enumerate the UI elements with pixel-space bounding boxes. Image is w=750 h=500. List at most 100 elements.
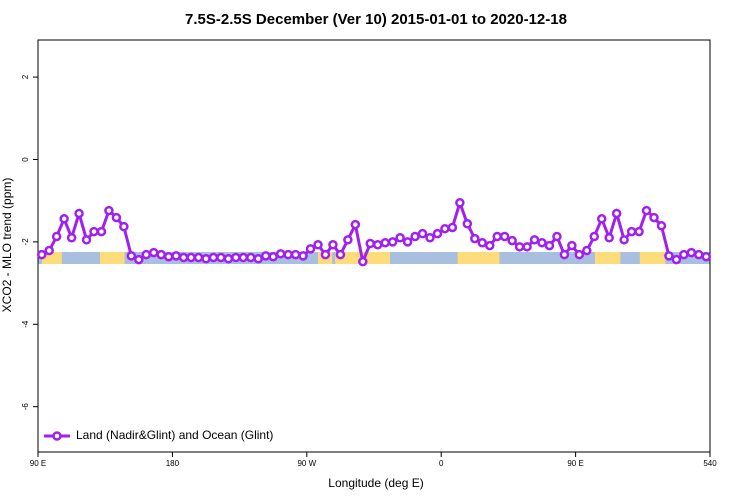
data-point <box>365 238 376 249</box>
data-point <box>656 221 667 231</box>
y-axis-label: XCO2 - MLO trend (ppm) <box>0 178 14 313</box>
land-strip <box>639 252 666 264</box>
data-point <box>402 237 413 247</box>
data-point <box>507 235 517 246</box>
data-point <box>574 249 585 260</box>
land-strip <box>457 252 500 264</box>
data-point <box>171 251 181 261</box>
data-point <box>148 247 159 258</box>
land-strip <box>99 252 125 264</box>
data-point <box>604 233 614 243</box>
data-point <box>425 233 435 243</box>
data-point <box>552 231 562 242</box>
data-point <box>596 214 607 224</box>
data-point <box>81 235 92 245</box>
x-tick-label: 180 <box>166 459 180 468</box>
data-point <box>492 231 502 242</box>
y-tick-label: -6 <box>21 403 30 411</box>
data-point <box>619 235 629 245</box>
data-point <box>298 251 308 261</box>
data-point <box>36 249 47 260</box>
data-point <box>589 231 600 242</box>
data-point <box>216 252 226 263</box>
data-point <box>440 223 450 234</box>
data-point <box>567 240 577 251</box>
data-point <box>358 256 368 267</box>
data-point <box>477 237 488 248</box>
data-point <box>59 214 69 224</box>
data-point <box>462 219 473 229</box>
data-point <box>66 233 77 243</box>
data-point <box>89 226 99 237</box>
data-point <box>499 231 510 242</box>
plot-frame <box>37 39 711 453</box>
data-point <box>380 237 390 248</box>
data-point <box>582 245 592 256</box>
y-tick-label: -2 <box>21 238 30 246</box>
data-point <box>163 251 174 262</box>
x-tick-label: 90 E <box>567 459 583 468</box>
data-point <box>134 254 144 265</box>
data-point <box>522 242 532 252</box>
data-point <box>395 233 405 243</box>
data-point <box>268 251 278 262</box>
data-point <box>514 242 525 252</box>
data-point <box>201 254 211 264</box>
data-point <box>410 231 420 242</box>
x-tick-label: 540 <box>703 459 717 468</box>
data-point <box>260 251 271 261</box>
data-point <box>313 240 323 250</box>
data-point <box>335 249 346 260</box>
legend-marker <box>52 431 62 441</box>
data-point <box>559 249 570 260</box>
data-point <box>51 231 62 242</box>
data-point <box>231 252 241 263</box>
data-point <box>104 205 114 216</box>
data-point <box>432 228 443 239</box>
data-point <box>223 254 234 264</box>
data-point <box>544 240 555 251</box>
legend-label: Land (Nadir&Glint) and Ocean (Glint) <box>76 428 273 442</box>
data-point <box>455 197 465 208</box>
data-point <box>328 240 338 250</box>
data-point <box>290 249 301 260</box>
y-tick-label: 0 <box>21 157 30 162</box>
data-point <box>470 233 480 244</box>
data-point <box>74 208 84 219</box>
data-point <box>686 247 697 258</box>
data-point <box>634 226 644 237</box>
data-point <box>701 251 712 262</box>
x-axis-label: Longitude (deg E) <box>328 476 423 490</box>
data-point <box>626 226 637 237</box>
data-point <box>119 221 129 232</box>
data-point <box>694 249 704 260</box>
data-point <box>372 240 383 250</box>
data-point <box>178 252 189 263</box>
x-tick-label: 90 E <box>30 459 46 468</box>
data-point <box>649 212 659 223</box>
data-point <box>283 249 293 260</box>
data-point <box>238 252 249 263</box>
land-strip <box>42 252 62 264</box>
data-point <box>141 249 152 260</box>
data-point <box>387 237 398 247</box>
data-point <box>671 254 682 265</box>
x-tick-label: 90 W <box>297 459 316 468</box>
data-point <box>44 245 54 256</box>
data-point <box>611 208 622 219</box>
data-point <box>275 249 286 259</box>
data-point <box>208 252 219 263</box>
data-point <box>417 228 428 239</box>
data-point <box>126 251 137 261</box>
data-point <box>96 226 107 237</box>
data-point <box>193 252 204 263</box>
data-point <box>320 249 331 260</box>
data-point <box>664 251 674 261</box>
data-point <box>186 252 196 263</box>
data-point <box>156 249 166 260</box>
land-strip <box>595 252 621 264</box>
data-point <box>447 222 458 233</box>
chart-title: 7.5S-2.5S December (Ver 10) 2015-01-01 t… <box>185 11 567 28</box>
data-point <box>246 252 256 263</box>
